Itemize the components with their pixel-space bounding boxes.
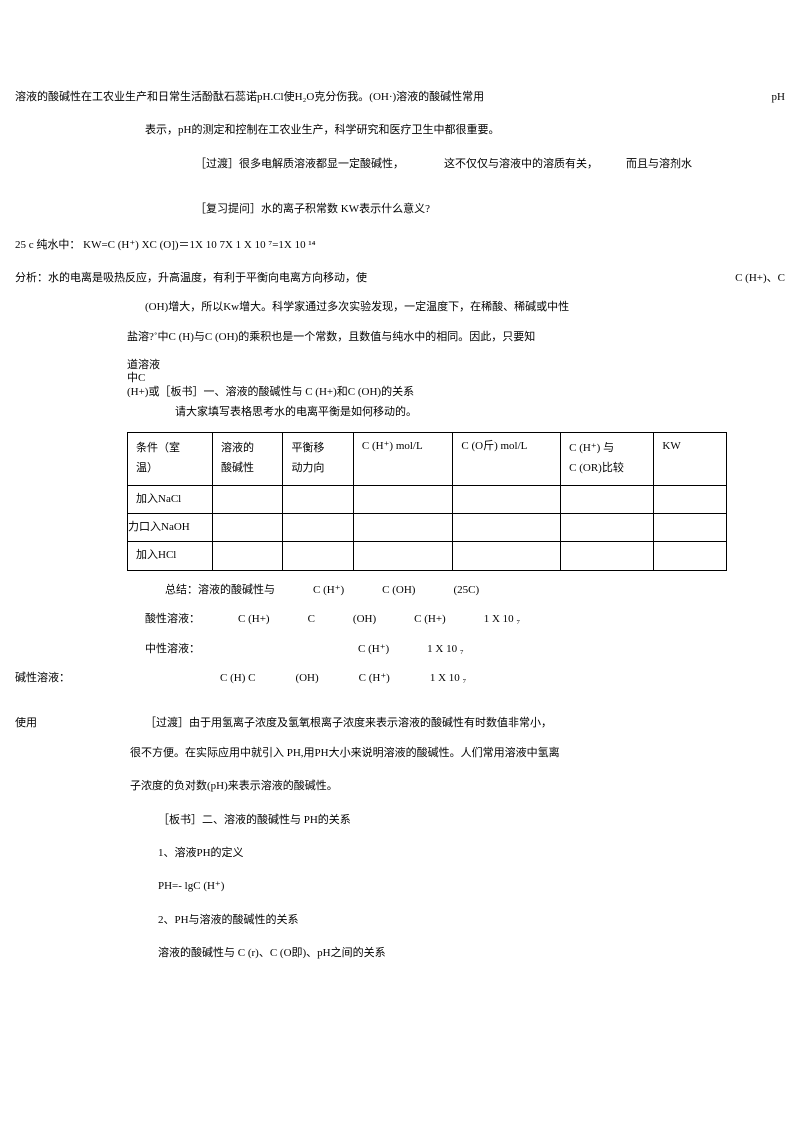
alkaline-line: 碱性溶液： C (H) C (OH) C (H⁺) 1 X 10 ₇	[15, 671, 785, 686]
table-row: 力口入NaOH	[128, 514, 727, 542]
th-coh: C (O斤) mol/L	[453, 433, 561, 486]
th-acidity: 溶液的酸碱性	[212, 433, 282, 486]
th-kw: KW	[654, 433, 727, 486]
t1c: 而且与溶剂水	[626, 157, 692, 172]
th-equilibrium: 平衡移动力向	[283, 433, 353, 486]
row-nacl: 加入NaCl	[128, 485, 213, 513]
th-ch: C (H⁺) mol/L	[353, 433, 452, 486]
acid-label: 酸性溶液：	[145, 612, 200, 627]
body3: 道溶液 中C (H+)或［板书］一、溶液的酸碱性与 C (H+)和C (OH)的…	[127, 359, 785, 399]
table-row: 加入NaCl	[128, 485, 727, 513]
summary-a: C (H⁺)	[313, 583, 344, 598]
row-naoh: 力口入NaOH	[128, 514, 213, 542]
alkaline-label: 碱性溶液：	[15, 671, 70, 686]
summary-c: (25C)	[453, 583, 479, 598]
summary-line: 总结：溶液的酸碱性与 C (H⁺) C (OH) (25C)	[165, 583, 785, 598]
conditions-table: 条件（室温） 溶液的酸碱性 平衡移动力向 C (H⁺) mol/L C (O斤)…	[127, 432, 727, 571]
t1b: 这不仅仅与溶液中的溶质有关，	[444, 157, 598, 172]
intro-line: 溶液的酸碱性在工农业生产和日常生活酚酞石蕊诺pH.Cl使H₂O克分伤我。(OH·…	[15, 90, 785, 105]
def1: 1、溶液PH的定义	[158, 846, 785, 861]
review-question: ［复习提问］水的离子积常数 KW表示什么意义?	[195, 202, 785, 217]
formula: PH=- lgC (H⁺)	[158, 879, 785, 894]
use-line: 使用 ［过渡］由于用氢离子浓度及氢氧根离子浓度来表示溶液的酸碱性有时数值非常小，	[15, 716, 785, 731]
table-header: 条件（室温） 溶液的酸碱性 平衡移动力向 C (H⁺) mol/L C (O斤)…	[128, 433, 727, 486]
analysis-left: 分析：水的电离是吸热反应，升高温度，有利于平衡向电离方向移动，使	[15, 271, 367, 286]
transition1: ［过渡］很多电解质溶液都显一定酸碱性， 这不仅仅与溶液中的溶质有关， 而且与溶剂…	[195, 157, 785, 172]
para1: 很不方便。在实际应用中就引入 PH,用PH大小来说明溶液的酸碱性。人们常用溶液中…	[130, 746, 785, 761]
use-text: ［过渡］由于用氢离子浓度及氢氧根离子浓度来表示溶液的酸碱性有时数值非常小，	[145, 716, 552, 731]
neutral-label: 中性溶液：	[145, 642, 200, 657]
def2: 2、PH与溶液的酸碱性的关系	[158, 913, 785, 928]
intro-right: pH	[772, 90, 785, 105]
th-compare: C (H⁺) 与C (OR)比较	[561, 433, 654, 486]
summary-label: 总结：溶液的酸碱性与	[165, 583, 275, 598]
pure-water: 25 c 纯水中： KW=C (H⁺) XC (O])＝1X 10 7X 1 X…	[15, 238, 785, 253]
table-row: 加入HCl	[128, 542, 727, 570]
body3c: (H+)或［板书］一、溶液的酸碱性与 C (H+)和C (OH)的关系	[127, 386, 785, 399]
body1: (OH)增大，所以Kw增大。科学家通过多次实验发现，一定温度下，在稀酸、稀碱或中…	[145, 300, 785, 315]
analysis-right: C (H+)、C	[735, 271, 785, 286]
body3b: 中C	[127, 372, 785, 385]
intro-left: 溶液的酸碱性在工农业生产和日常生活酚酞石蕊诺pH.Cl使H₂O克分伤我。(OH·…	[15, 90, 484, 105]
bottom-section: 很不方便。在实际应用中就引入 PH,用PH大小来说明溶液的酸碱性。人们常用溶液中…	[130, 746, 785, 962]
body2: 盐溶?˚中C (H)与C (OH)的乘积也是一个常数，且数值与纯水中的相同。因此…	[127, 330, 785, 345]
acid-line: 酸性溶液： C (H+) C (OH) C (H+) 1 X 10 ₇	[145, 612, 785, 627]
t1a: ［过渡］很多电解质溶液都显一定酸碱性，	[195, 157, 404, 172]
table-intro: 请大家填写表格思考水的电离平衡是如何移动的。	[175, 405, 785, 420]
para2: 子浓度的负对数(pH)来表示溶液的酸碱性。	[130, 779, 785, 794]
line2: 表示，pH的测定和控制在工农业生产，科学研究和医疗卫生中都很重要。	[145, 123, 785, 138]
body3a: 道溶液	[127, 359, 785, 372]
board2: ［板书］二、溶液的酸碱性与 PH的关系	[158, 813, 785, 828]
th-condition: 条件（室温）	[128, 433, 213, 486]
relation: 溶液的酸碱性与 C (r)、C (O即)、pH之间的关系	[158, 946, 785, 961]
row-hcl: 加入HCl	[128, 542, 213, 570]
summary-b: C (OH)	[382, 583, 415, 598]
analysis-line: 分析：水的电离是吸热反应，升高温度，有利于平衡向电离方向移动，使 C (H+)、…	[15, 271, 785, 286]
neutral-line: 中性溶液： C (H⁺) 1 X 10 ₇	[145, 642, 785, 657]
use-label: 使用	[15, 716, 145, 731]
